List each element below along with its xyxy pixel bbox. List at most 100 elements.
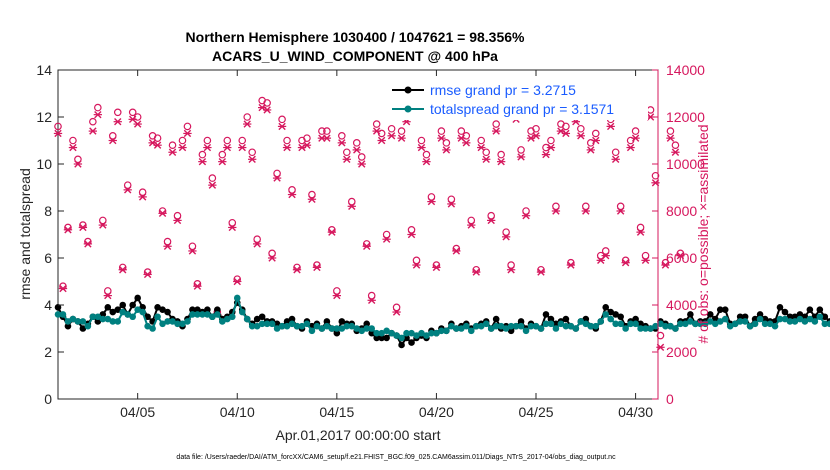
rmse-point (637, 320, 644, 328)
obs-assimilated-marker (347, 202, 356, 210)
totalspread-point (433, 329, 440, 337)
obs-assimilated-marker (58, 284, 68, 293)
left-tick-label: 14 (36, 62, 52, 78)
totalspread-point (318, 325, 326, 332)
obs-assimilated-marker (78, 223, 88, 232)
rmse-point (801, 313, 809, 321)
left-tick-label: 6 (44, 250, 52, 266)
totalspread-point (273, 325, 281, 332)
obs-assimilated-marker (282, 143, 292, 152)
obs-assimilated-marker (322, 134, 332, 142)
totalspread-point (209, 313, 216, 321)
obs-possible-marker (253, 235, 261, 244)
totalspread-point (487, 325, 495, 332)
obs-possible-marker (168, 141, 177, 150)
totalspread-point (139, 308, 146, 316)
totalspread-point (348, 322, 356, 330)
totalspread-point (179, 320, 186, 328)
obs-assimilated-marker (432, 263, 441, 272)
x-tick-label: 04/15 (319, 404, 354, 420)
totalspread-point (492, 322, 500, 330)
obs-possible-marker (198, 150, 207, 159)
left-tick-label: 2 (44, 344, 52, 360)
rmse-point (139, 304, 146, 311)
totalspread-point (378, 329, 385, 337)
totalspread-point (532, 322, 540, 330)
totalspread-point (711, 320, 719, 328)
obs-possible-marker (123, 181, 132, 189)
obs-assimilated-marker (113, 118, 122, 126)
totalspread-point (373, 329, 380, 337)
obs-assimilated-marker (641, 256, 650, 265)
totalspread-point (438, 327, 445, 335)
legend-rmse-label: rmse grand pr = 3.2715 (430, 82, 576, 98)
obs-possible-marker (273, 169, 281, 178)
obs-assimilated-marker (272, 174, 282, 182)
totalspread-point (542, 320, 550, 328)
y-axis-label-left: rmse and totalspread (17, 168, 33, 300)
obs-possible-marker (507, 261, 515, 269)
totalspread-point (368, 325, 375, 332)
obs-assimilated-marker (53, 129, 63, 138)
obs-possible-marker (352, 139, 361, 147)
totalspread-point (134, 306, 141, 314)
rmse-point (258, 313, 266, 321)
obs-count-markers (53, 96, 685, 351)
obs-assimilated-marker (233, 277, 242, 286)
obs-assimilated-marker (536, 268, 546, 276)
totalspread-point (69, 315, 77, 323)
left-axis-ticks: 0 2 4 6 8 10 12 14 (36, 62, 64, 407)
obs-assimilated-marker (427, 197, 436, 206)
totalspread-point (458, 325, 465, 332)
obs-possible-marker (153, 134, 162, 142)
totalspread-point (647, 325, 654, 332)
totalspread-point (338, 325, 346, 332)
obs-possible-marker (138, 188, 147, 197)
obs-assimilated-marker (332, 291, 341, 300)
totalspread-point (119, 308, 127, 316)
totalspread-point (597, 318, 605, 325)
totalspread-point (393, 332, 400, 339)
rmse-point (99, 311, 107, 318)
obs-possible-marker (641, 251, 650, 260)
obs-possible-marker (582, 202, 590, 211)
totalspread-point (228, 313, 236, 321)
totalspread-point (796, 315, 804, 323)
obs-possible-marker (303, 134, 311, 142)
rmse-point (786, 313, 794, 321)
obs-possible-marker (208, 174, 217, 182)
totalspread-point (472, 322, 480, 330)
rmse-point (756, 311, 764, 318)
totalspread-point (637, 325, 644, 332)
obs-assimilated-marker (566, 261, 576, 269)
rmse-point (721, 306, 729, 314)
obs-possible-marker (422, 150, 431, 159)
totalspread-point (164, 318, 171, 325)
obs-possible-marker (392, 303, 401, 312)
totalspread-point (423, 332, 430, 339)
obs-possible-marker (173, 211, 182, 220)
obs-assimilated-marker (108, 136, 117, 145)
rmse-point (492, 315, 500, 323)
rmse-point (283, 318, 291, 325)
totalspread-point (308, 327, 316, 335)
obs-assimilated-marker (472, 268, 481, 276)
totalspread-point (408, 329, 415, 337)
totalspread-point (233, 294, 241, 302)
rmse-point (811, 313, 819, 321)
totalspread-point (502, 325, 510, 332)
rmse-point (751, 315, 759, 323)
totalspread-point (692, 320, 699, 328)
totalspread-point (781, 315, 789, 323)
x-axis-label: Apr.01,2017 00:00:00 start (275, 427, 440, 443)
obs-assimilated-marker (337, 139, 346, 147)
right-tick-label: 4000 (666, 297, 697, 313)
obs-assimilated-marker (362, 242, 371, 250)
totalspread-point (702, 320, 709, 328)
obs-possible-marker (163, 237, 172, 246)
totalspread-point (507, 322, 515, 330)
rmse-point (398, 341, 405, 349)
obs-assimilated-marker (277, 122, 287, 131)
obs-assimilated-marker (591, 136, 600, 145)
right-tick-label: 0 (666, 391, 674, 407)
